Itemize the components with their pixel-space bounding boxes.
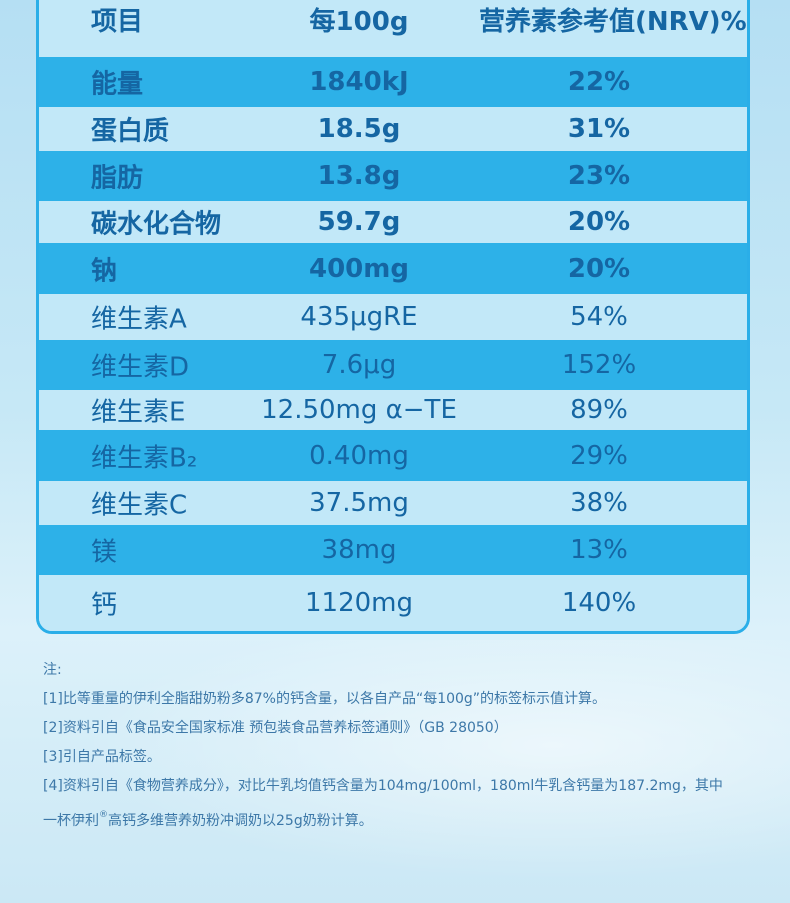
footnote-4-prefix: 一杯伊利: [43, 813, 99, 829]
row-per-100g: 400mg: [309, 253, 409, 284]
table-header-row: 项目 每100g 营养素参考值(NRV)%: [39, 0, 747, 57]
row-name: 维生素A: [91, 304, 187, 335]
footnote-2: [2]资料引自《食品安全国家标准 预包装食品营养标签通则》（GB 28050）: [43, 720, 508, 736]
row-per-100g: 59.7g: [317, 207, 401, 237]
footnote-1: [1]比等重量的伊利全脂甜奶粉多87%的钙含量，以各自产品“每100g”的标签标…: [43, 691, 607, 707]
row-nrv: 140%: [561, 588, 637, 618]
table-row-calcium: 钙 1120mg 140%: [39, 575, 747, 631]
footnote-4-suffix: 高钙多维营养奶粉冲调奶以25g奶粉计算。: [108, 813, 373, 829]
footnote-4-line-2: 一杯伊利®高钙多维营养奶粉冲调奶以25g奶粉计算。: [43, 801, 753, 836]
row-per-100g: 1120mg: [305, 588, 413, 618]
row-nrv: 20%: [567, 207, 631, 237]
row-nrv: 20%: [567, 253, 631, 284]
row-name: 维生素E: [91, 397, 186, 428]
row-nrv: 13%: [570, 535, 628, 565]
footnotes: 注: [1]比等重量的伊利全脂甜奶粉多87%的钙含量，以各自产品“每100g”的…: [43, 656, 753, 836]
table-row-fat: 脂肪 13.8g 23%: [39, 151, 747, 201]
table-row-vitamin-e: 维生素E 12.50mg α−TE 89%: [39, 390, 747, 430]
footnote-4-line-1: [4]资料引自《食物营养成分》，对比牛乳均值钙含量为104mg/100ml，18…: [43, 778, 723, 794]
row-name: 蛋白质: [91, 116, 170, 147]
registered-mark: ®: [99, 810, 108, 820]
row-name: 钠: [91, 256, 118, 286]
row-nrv: 22%: [567, 67, 631, 97]
row-nrv: 54%: [570, 302, 628, 332]
row-per-100g: 435μgRE: [300, 302, 418, 332]
row-nrv: 89%: [570, 395, 628, 425]
row-nrv: 29%: [570, 440, 628, 471]
row-name: 碳水化合物: [91, 209, 222, 240]
table-row-vitamin-d: 维生素D 7.6μg 152%: [39, 340, 747, 390]
row-per-100g: 38mg: [321, 535, 397, 565]
row-per-100g: 12.50mg α−TE: [261, 395, 457, 425]
row-name: 镁: [91, 537, 118, 568]
row-name: 维生素C: [91, 490, 188, 521]
footnote-title: 注:: [43, 662, 62, 678]
row-per-100g: 18.5g: [317, 114, 401, 144]
table-row-carbohydrate: 碳水化合物 59.7g 20%: [39, 201, 747, 243]
table-row-vitamin-b2: 维生素B₂ 0.40mg 29%: [39, 430, 747, 481]
row-name: 能量: [91, 69, 144, 100]
row-nrv: 23%: [567, 161, 631, 191]
nutrition-table: 项目 每100g 营养素参考值(NRV)% 能量 1840kJ 22% 蛋白质 …: [36, 0, 750, 634]
row-name: 维生素D: [91, 352, 190, 383]
footnote-3: [3]引自产品标签。: [43, 749, 161, 765]
row-name: 维生素B₂: [91, 443, 198, 473]
table-row-magnesium: 镁 38mg 13%: [39, 525, 747, 575]
row-nrv: 152%: [561, 350, 637, 380]
row-per-100g: 7.6μg: [321, 350, 397, 380]
table-row-protein: 蛋白质 18.5g 31%: [39, 107, 747, 151]
row-nrv: 38%: [570, 488, 628, 518]
background-glow: [0, 640, 790, 903]
row-per-100g: 37.5mg: [309, 488, 409, 518]
table-row-vitamin-a: 维生素A 435μgRE 54%: [39, 294, 747, 340]
header-nrv: 营养素参考值(NRV)%: [479, 7, 747, 37]
row-nrv: 31%: [567, 114, 631, 144]
row-name: 脂肪: [91, 163, 144, 194]
row-per-100g: 1840kJ: [309, 67, 409, 97]
row-per-100g: 0.40mg: [309, 440, 409, 471]
row-per-100g: 13.8g: [317, 161, 401, 191]
table-row-vitamin-c: 维生素C 37.5mg 38%: [39, 481, 747, 525]
header-item: 项目: [91, 7, 144, 37]
table-row-sodium: 钠 400mg 20%: [39, 243, 747, 294]
header-per-100g: 每100g: [309, 7, 409, 37]
row-name: 钙: [91, 590, 118, 621]
table-row-energy: 能量 1840kJ 22%: [39, 57, 747, 107]
